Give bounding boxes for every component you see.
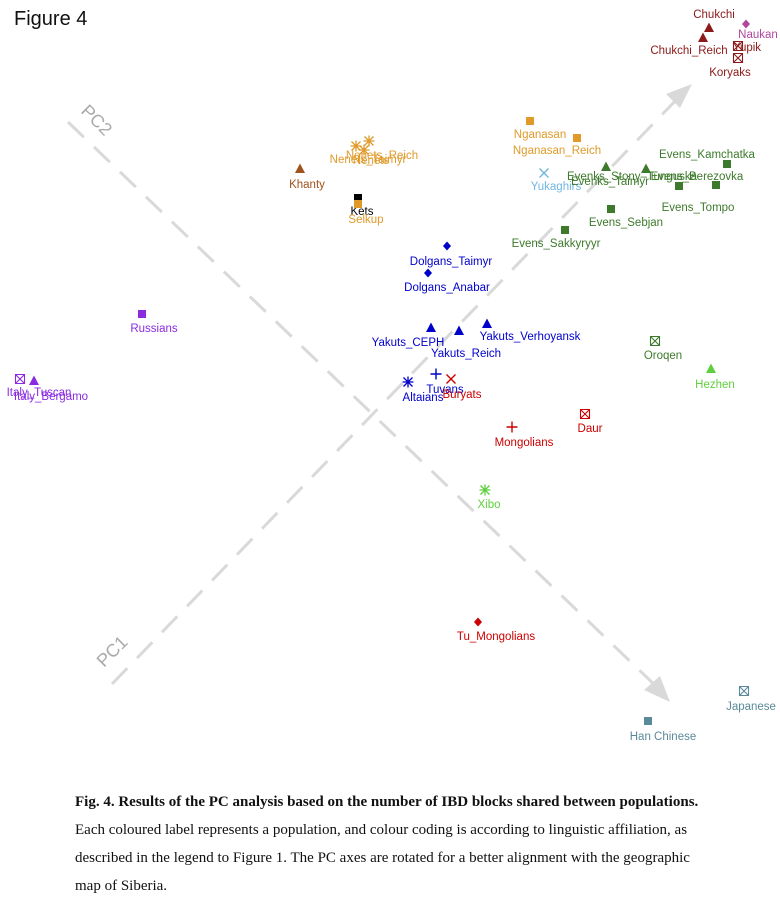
marker-dolgans-anabar xyxy=(424,268,432,278)
marker-oroqen xyxy=(649,335,661,347)
label-nganasan-reich: Nganasan_Reich xyxy=(513,145,601,157)
marker-hezhen xyxy=(706,363,716,373)
marker-russians xyxy=(138,310,146,318)
marker-evens-kamchatka xyxy=(723,160,731,168)
label-hezhen: Hezhen xyxy=(695,379,735,391)
caption-title: Fig. 4. Results of the PC analysis based… xyxy=(75,794,699,810)
label-yakuts-ceph: Yakuts_CEPH xyxy=(372,337,445,349)
marker-nganasan xyxy=(526,117,534,125)
marker-italy-tuscan xyxy=(29,375,39,385)
marker-buryats xyxy=(446,374,456,384)
label-evens-sebjan: Evens_Sebjan xyxy=(589,217,663,229)
marker-selkup xyxy=(354,200,362,208)
marker-evenks-stony-tunguska xyxy=(641,163,651,173)
marker-chukchi-reich xyxy=(698,32,708,42)
label-evenks-stony-tunguska: Evenks_Stony–Tunguska xyxy=(567,171,698,183)
marker-japanese xyxy=(738,685,750,697)
label-evenks-taimyr: Evenks_Taimyr xyxy=(571,176,649,188)
marker-yakuts-reich xyxy=(454,325,464,335)
marker-yakuts-verhoyansk xyxy=(482,318,492,328)
marker-mongolians xyxy=(506,421,518,433)
marker-evens-sebjan xyxy=(607,205,615,213)
label-khanty: Khanty xyxy=(289,179,325,191)
marker-khanty xyxy=(295,163,305,173)
label-italy-tuscan: Italy_Tuscan xyxy=(7,387,72,399)
label-daur: Daur xyxy=(578,423,603,435)
label-oroqen: Oroqen xyxy=(644,350,682,362)
marker-yupik xyxy=(732,40,744,52)
marker-han-chinese xyxy=(644,717,652,725)
pc2-axis xyxy=(110,94,682,686)
pc1-axis-label: PC1 xyxy=(93,632,132,671)
marker-tu-mongolians xyxy=(474,617,482,627)
pc1-arrowhead xyxy=(644,676,670,702)
marker-yakuts-ceph xyxy=(426,322,436,332)
label-han-chinese: Han Chinese xyxy=(630,731,696,743)
label-xibo: Xibo xyxy=(477,499,500,511)
marker-evens-sakkyryyr xyxy=(561,226,569,234)
label-russians: Russians xyxy=(130,323,178,335)
label-dolgans-anabar: Dolgans_Anabar xyxy=(404,282,490,294)
marker-koryaks xyxy=(732,52,744,64)
label-nenets: Nenets xyxy=(353,155,390,167)
label-chukchi-reich: Chukchi_Reich xyxy=(650,45,727,57)
figure-label: Figure 4 xyxy=(14,8,88,30)
marker-dolgans-taimyr xyxy=(443,241,451,251)
marker-naukan xyxy=(742,19,750,29)
label-tu-mongolians: Tu_Mongolians xyxy=(457,631,535,643)
marker-tuvans xyxy=(430,368,442,380)
label-tuvans: Tuvans xyxy=(426,384,464,396)
label-mongolians: Mongolians xyxy=(495,437,554,449)
marker-daur xyxy=(579,408,591,420)
label-yakuts-reich: Yakuts_Reich xyxy=(431,348,501,360)
marker-kets xyxy=(354,194,362,202)
label-dolgans-taimyr: Dolgans_Taimyr xyxy=(410,256,493,268)
pc1-axis xyxy=(66,120,662,692)
marker-italy-bergamo xyxy=(14,373,26,385)
label-yakuts-verhoyansk: Yakuts_Verhoyansk xyxy=(480,331,581,343)
marker-nganasan-reich xyxy=(573,134,581,142)
marker-nenets-reich xyxy=(363,135,375,147)
label-buryats: Buryats xyxy=(443,389,482,401)
label-nganasan: Nganasan xyxy=(514,129,566,141)
label-yukaghirs: Yukaghirs xyxy=(531,181,582,193)
label-koryaks: Koryaks xyxy=(709,67,751,79)
label-kets: Kets xyxy=(350,206,373,218)
marker-altaians xyxy=(402,376,414,388)
marker-nenets-taimyr xyxy=(358,144,370,156)
label-evens-berezovka: Evens_Berezovka xyxy=(651,171,744,183)
marker-yukaghirs xyxy=(539,168,549,178)
caption-text: Each coloured label represents a populat… xyxy=(75,822,690,894)
pc2-arrowhead xyxy=(666,84,692,108)
label-selkup: Selkup xyxy=(348,214,383,226)
marker-evens-berezovka xyxy=(712,181,720,189)
marker-evenks-taimyr xyxy=(601,161,611,171)
label-evens-tompo: Evens_Tompo xyxy=(662,202,735,214)
marker-chukchi xyxy=(704,22,714,32)
marker-xibo xyxy=(479,484,491,496)
label-japanese: Japanese xyxy=(726,701,776,713)
label-evens-sakkyryyr: Evens_Sakkyryyr xyxy=(512,238,601,250)
marker-nenets xyxy=(350,140,362,152)
marker-evens-tompo xyxy=(675,182,683,190)
label-yupik: Yupik xyxy=(733,42,761,54)
label-naukan: Naukan xyxy=(738,29,778,41)
pc2-axis-label: PC2 xyxy=(77,101,116,140)
label-altaians: Altaians xyxy=(403,392,444,404)
label-italy-bergamo: Italy_Bergamo xyxy=(14,391,88,403)
label-chukchi: Chukchi xyxy=(693,9,735,21)
figure-caption: Fig. 4. Results of the PC analysis based… xyxy=(75,788,715,900)
label-evens-kamchatka: Evens_Kamchatka xyxy=(659,149,755,161)
label-nenets-taimyr: Nenets_Taimyr xyxy=(330,154,407,166)
